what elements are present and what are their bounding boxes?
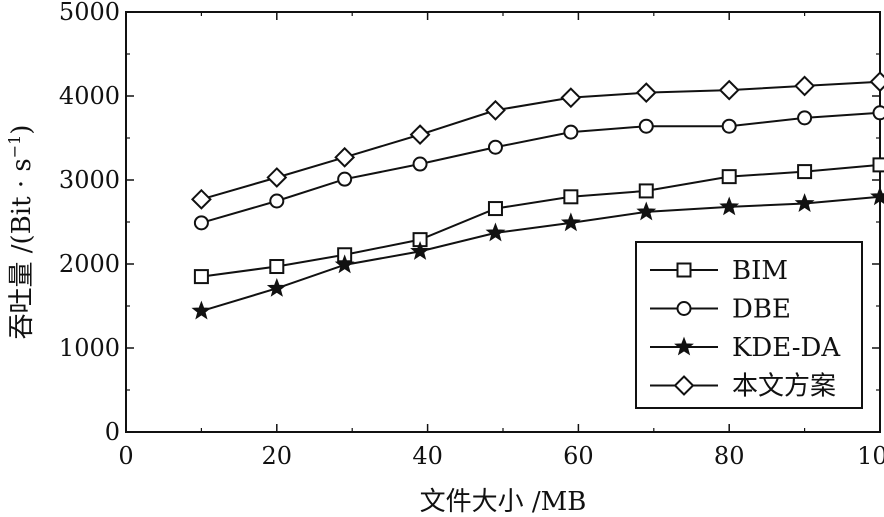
data-point: [721, 169, 737, 185]
data-point: [563, 189, 579, 205]
legend: BIM DBE KDE-DA 本文方案: [635, 241, 863, 409]
data-point: [563, 124, 579, 140]
series-circle: [193, 105, 884, 231]
data-point: [872, 105, 884, 121]
data-point: [718, 79, 740, 101]
data-point: [794, 193, 815, 212]
data-point: [191, 300, 212, 320]
legend-label: 本文方案: [732, 372, 836, 402]
data-point: [193, 269, 209, 285]
legend-entry: BIM: [650, 256, 788, 286]
series-diamond: [190, 71, 884, 210]
data-point: [560, 212, 581, 232]
legend-marker: [673, 375, 695, 396]
data-point: [635, 82, 657, 104]
y-axis-title-sup: −1: [5, 135, 24, 159]
legend-marker: [676, 301, 692, 316]
legend-marker: [676, 262, 692, 278]
data-point: [266, 277, 287, 297]
legend-entry: KDE-DA: [650, 333, 841, 363]
data-point: [487, 201, 503, 217]
y-axis-title-close: ): [7, 125, 37, 135]
data-point: [409, 124, 431, 146]
y-tick-label: 2000: [59, 250, 120, 278]
data-point: [334, 254, 355, 274]
data-point: [193, 215, 209, 231]
data-point: [190, 188, 212, 210]
data-point: [269, 193, 285, 209]
data-point: [870, 186, 884, 206]
legend-marker: [674, 336, 694, 356]
legend-label: KDE-DA: [732, 333, 841, 363]
data-point: [797, 110, 813, 126]
data-point: [638, 183, 654, 199]
y-tick-label: 3000: [59, 166, 120, 194]
data-point: [636, 201, 657, 221]
plot-axes: 020406080100010002000300040005000: [59, 0, 884, 470]
y-axis-title-main: 吞吐量 /(Bit · s: [7, 158, 37, 339]
data-point: [794, 75, 816, 97]
series-layer: [190, 71, 884, 320]
legend-label: BIM: [732, 256, 788, 286]
data-point: [560, 87, 582, 109]
series-line: [201, 195, 881, 312]
x-axis-title: 文件大小 /MB: [420, 487, 587, 517]
legend-entry: 本文方案: [650, 372, 836, 402]
data-point: [485, 222, 506, 242]
y-tick-label: 4000: [59, 82, 120, 110]
data-point: [334, 146, 356, 168]
data-point: [487, 139, 503, 155]
series-square: [193, 157, 884, 285]
data-point: [269, 259, 285, 275]
data-point: [719, 196, 740, 216]
data-point: [485, 99, 506, 121]
data-point: [869, 71, 884, 93]
y-axis-title: 吞吐量 /(Bit · s−1): [5, 125, 37, 340]
data-point: [872, 157, 884, 173]
series-star: [191, 186, 884, 320]
y-tick-label: 0: [105, 418, 120, 446]
x-tick-label: 40: [412, 442, 443, 470]
data-point: [638, 118, 654, 134]
series-line: [201, 111, 881, 224]
data-point: [797, 164, 813, 180]
series-line: [201, 163, 881, 278]
data-point: [410, 240, 430, 260]
y-tick-label: 5000: [59, 0, 120, 26]
legend-entry: DBE: [650, 295, 791, 325]
x-tick-label: 100: [857, 442, 884, 470]
x-tick-label: 80: [714, 442, 745, 470]
x-tick-label: 20: [262, 442, 293, 470]
series-line: [201, 80, 881, 201]
x-tick-label: 0: [118, 442, 133, 470]
data-point: [337, 171, 353, 187]
data-point: [266, 167, 288, 188]
data-point: [412, 156, 428, 172]
data-point: [721, 118, 737, 134]
y-tick-label: 1000: [59, 334, 120, 362]
x-tick-label: 60: [563, 442, 594, 470]
legend-label: DBE: [732, 295, 791, 325]
